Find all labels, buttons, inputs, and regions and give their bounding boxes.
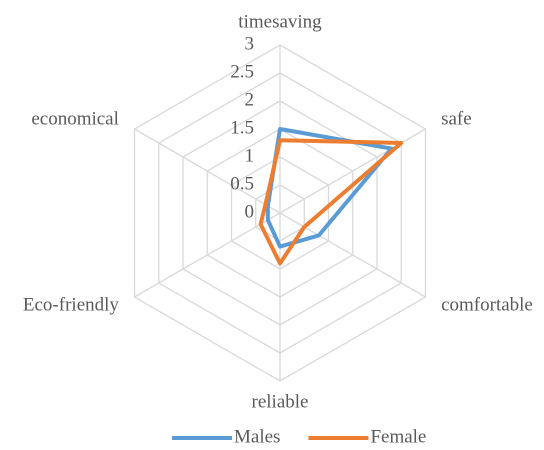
category-label: timesaving <box>238 11 322 32</box>
tick-label: 3 <box>245 33 255 54</box>
tick-label: 2 <box>245 89 255 110</box>
category-label: Eco-friendly <box>23 294 120 315</box>
tick-label: 1.5 <box>230 117 254 138</box>
legend-label: Female <box>370 426 426 447</box>
series-line <box>265 127 394 249</box>
legend-label: Males <box>234 426 280 447</box>
series-line <box>258 138 404 266</box>
category-label: reliable <box>252 391 309 412</box>
category-label: safe <box>441 108 472 129</box>
spoke <box>134 212 281 298</box>
spoke <box>134 128 281 214</box>
tick-label: 1 <box>245 145 255 166</box>
tick-label: 0 <box>245 201 255 222</box>
category-label: economical <box>31 108 119 129</box>
category-label: comfortable <box>441 294 533 315</box>
tick-label: 2.5 <box>230 61 254 82</box>
tick-label: 0.5 <box>230 173 254 194</box>
